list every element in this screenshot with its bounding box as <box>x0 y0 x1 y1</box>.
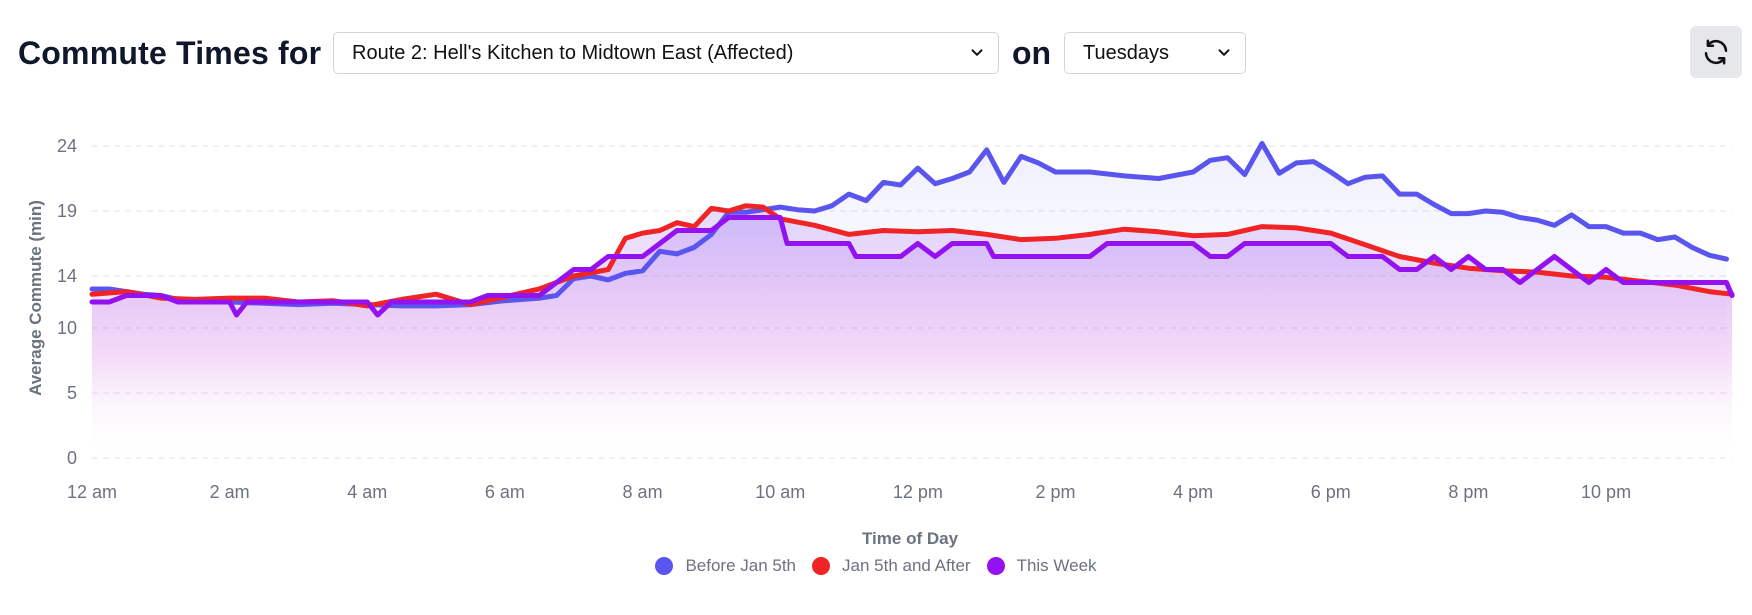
chart-header: Commute Times for <box>18 30 321 76</box>
route-select-value: Route 2: Hell's Kitchen to Midtown East … <box>352 41 794 64</box>
chart-legend: Before Jan 5th Jan 5th and After This We… <box>0 556 1752 576</box>
legend-item-after[interactable]: Jan 5th and After <box>812 556 971 576</box>
day-select-value: Tuesdays <box>1083 41 1169 64</box>
route-select[interactable]: Route 2: Hell's Kitchen to Midtown East … <box>333 32 999 74</box>
refresh-icon <box>1704 39 1728 65</box>
x-tick-label: 12 pm <box>893 482 943 502</box>
legend-dot <box>655 557 674 575</box>
day-select[interactable]: Tuesdays <box>1064 32 1246 74</box>
x-axis-ticks: 12 am 2 am 4 am 6 am 8 am 10 am 12 pm 2 pm 4 pm 6… <box>67 482 1631 502</box>
series-line-before-jan-5th[interactable] <box>89 140 1729 309</box>
legend-dot <box>986 557 1005 575</box>
chevron-down-icon <box>971 49 983 56</box>
series-areas <box>92 143 1732 458</box>
x-tick-label: 4 pm <box>1173 482 1213 502</box>
legend-dot <box>812 557 831 575</box>
legend-item-before[interactable]: Before Jan 5th <box>655 556 796 576</box>
x-tick-label: 10 am <box>755 482 805 502</box>
series-lines <box>89 140 1735 318</box>
x-tick-label: 4 am <box>347 482 387 502</box>
x-tick-label: 8 pm <box>1448 482 1488 502</box>
x-tick-label: 2 pm <box>1035 482 1075 502</box>
y-tick-label: 19 <box>57 201 77 221</box>
x-tick-label: 6 am <box>485 482 525 502</box>
legend-label: Jan 5th and After <box>842 556 971 575</box>
y-tick-label: 24 <box>57 136 77 156</box>
y-axis-title: Average Commute (min) <box>26 200 45 396</box>
series-area <box>92 217 1732 458</box>
refresh-button[interactable] <box>1690 26 1742 78</box>
x-tick-label: 12 am <box>67 482 117 502</box>
x-tick-label: 8 am <box>623 482 663 502</box>
on-label: on <box>1012 35 1052 71</box>
legend-label: This Week <box>1016 556 1097 575</box>
legend-label: Before Jan 5th <box>685 556 797 575</box>
y-tick-label: 5 <box>67 383 77 403</box>
y-axis-ticks: 0 5 10 14 19 24 <box>57 136 77 468</box>
x-axis-title: Time of Day <box>862 529 959 548</box>
x-tick-label: 10 pm <box>1581 482 1631 502</box>
x-tick-label: 6 pm <box>1311 482 1351 502</box>
legend-item-this-week[interactable]: This Week <box>986 556 1097 576</box>
y-tick-label: 14 <box>57 266 77 286</box>
chevron-down-icon <box>1218 49 1230 56</box>
y-tick-label: 10 <box>57 318 77 338</box>
y-tick-label: 0 <box>67 448 77 468</box>
x-tick-label: 2 am <box>210 482 250 502</box>
page-title: Commute Times for <box>18 34 322 71</box>
series-line-this-week[interactable] <box>89 215 1735 318</box>
